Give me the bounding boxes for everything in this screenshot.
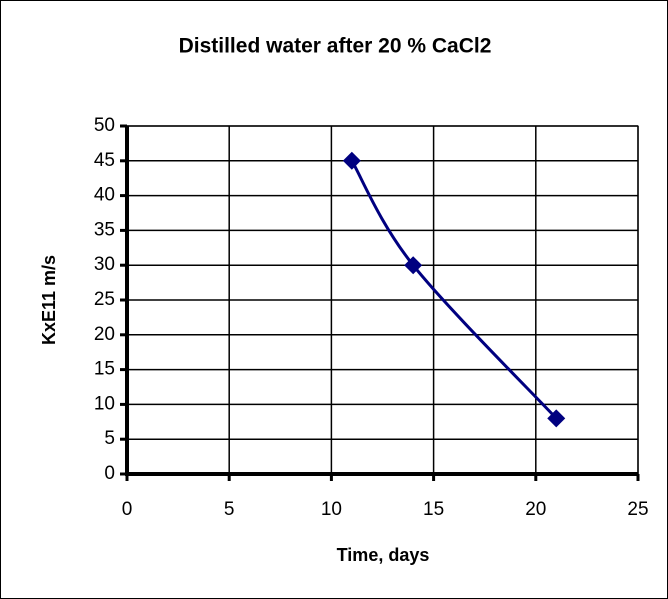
y-tick-label: 5 xyxy=(104,428,115,449)
x-axis-label: Time, days xyxy=(337,545,430,565)
y-axis-label: KxE11 m/s xyxy=(39,255,59,345)
y-tick-label: 50 xyxy=(94,115,115,136)
y-tick-label: 35 xyxy=(94,219,115,240)
x-tick-label: 5 xyxy=(224,499,235,520)
y-tick-label: 30 xyxy=(94,254,115,275)
marker xyxy=(547,409,566,428)
marker xyxy=(404,256,423,275)
x-tick-label: 15 xyxy=(423,499,444,520)
y-tick-label: 20 xyxy=(94,324,115,345)
y-tick-label: 40 xyxy=(94,185,115,206)
y-tick-label: 10 xyxy=(94,393,115,414)
y-tick-label: 45 xyxy=(94,150,115,171)
y-tick-label: 0 xyxy=(104,463,115,484)
y-tick-label: 15 xyxy=(94,359,115,380)
chart-title: Distilled water after 20 % CaCl2 xyxy=(179,35,492,58)
y-tick-label: 25 xyxy=(94,289,115,310)
x-tick-label: 20 xyxy=(525,499,546,520)
x-tick-label: 0 xyxy=(122,499,133,520)
marker xyxy=(342,151,361,170)
x-tick-label: 10 xyxy=(321,499,342,520)
x-tick-label: 25 xyxy=(627,499,648,520)
